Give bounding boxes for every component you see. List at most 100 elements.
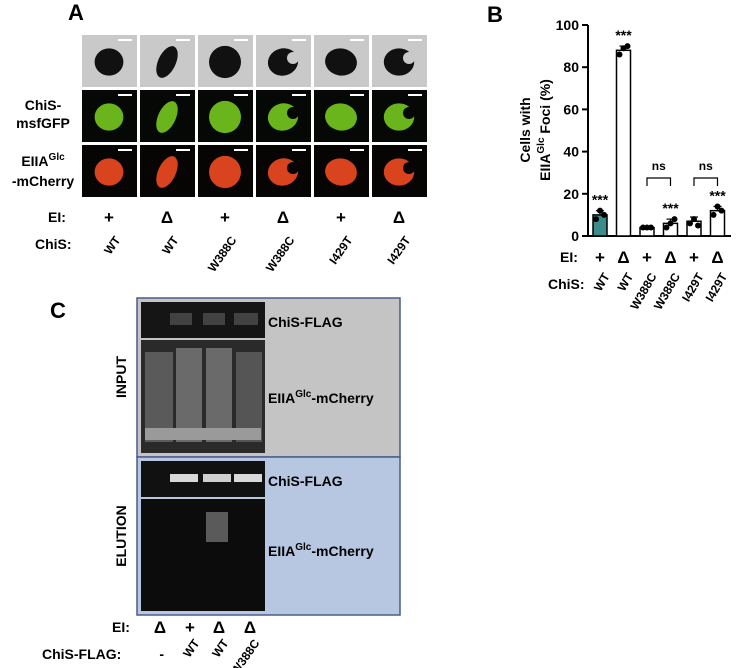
- data-point: [663, 224, 670, 231]
- data-point: [718, 207, 725, 214]
- blot-label: EIIAGlc-mCherry: [268, 389, 374, 406]
- y-tick-label: 60: [563, 101, 579, 117]
- strain-label: WT: [615, 270, 637, 294]
- strain-label: I429T: [679, 270, 707, 304]
- strain-label: -: [159, 646, 164, 662]
- data-point: [648, 224, 654, 231]
- y-axis-title-line: EIIAGlc Foci (%): [536, 79, 553, 181]
- cell-notch: [287, 52, 299, 64]
- strain-label: WT: [101, 233, 124, 257]
- blot-label: EIIAGlc-mCherry: [268, 542, 374, 559]
- strain-label: W388C: [228, 636, 263, 668]
- condition-label: +: [104, 208, 114, 227]
- blot-label: ChiS-FLAG: [268, 473, 343, 489]
- y-axis-title-line: Cells with: [517, 97, 533, 162]
- data-point: [667, 220, 674, 227]
- condition-label: Δ: [711, 248, 723, 267]
- strain-label: WT: [591, 270, 613, 294]
- section-label: ELUTION: [113, 505, 129, 566]
- significance: ***: [709, 187, 726, 203]
- y-tick-label: 20: [563, 186, 579, 202]
- condition-label: +: [185, 618, 195, 637]
- condition-label: Δ: [617, 248, 629, 267]
- panel-label: A: [68, 0, 84, 25]
- significance: ***: [662, 200, 679, 216]
- data-point: [616, 51, 623, 58]
- cell: [325, 48, 357, 76]
- cell: [325, 103, 357, 131]
- ns-label: ns: [652, 159, 666, 173]
- cell-notch: [287, 162, 299, 174]
- data-point: [597, 207, 603, 214]
- blot-bands: [145, 313, 262, 442]
- condition-label: +: [220, 208, 230, 227]
- cell: [94, 103, 124, 131]
- cell: [156, 46, 178, 78]
- blot: [141, 499, 265, 611]
- bar: [615, 49, 632, 237]
- condition-label: Δ: [154, 618, 166, 637]
- strain-label: I429T: [384, 233, 413, 267]
- panel-label: B: [487, 2, 503, 27]
- row-label: EI:: [112, 619, 130, 635]
- condition-label: +: [595, 248, 605, 267]
- bracket: [693, 177, 719, 186]
- data-point: [691, 216, 697, 223]
- cell-notch: [287, 107, 299, 119]
- condition-label: Δ: [161, 208, 173, 227]
- condition-label: +: [689, 248, 699, 267]
- strain-label: I429T: [326, 233, 355, 267]
- cell: [325, 158, 357, 186]
- y-tick-label: 40: [563, 144, 579, 160]
- significance: ***: [592, 192, 609, 208]
- condition-label: Δ: [277, 208, 289, 227]
- row-label: ChiS-FLAG:: [42, 646, 121, 662]
- row-label: ChiS:: [548, 276, 585, 292]
- strain-label: WT: [180, 636, 203, 660]
- blot-bands: [170, 474, 262, 542]
- ns-label: ns: [699, 159, 713, 173]
- row-label: EIIAGlc: [21, 152, 65, 169]
- row-label: ChiS-: [25, 97, 62, 113]
- condition-label: Δ: [393, 208, 405, 227]
- condition-label: Δ: [213, 618, 225, 637]
- row-label: msfGFP: [16, 115, 70, 131]
- data-point: [671, 216, 678, 223]
- micrographs: + WT Δ WT + W388C Δ W388C + I429T Δ I429T: [82, 35, 427, 274]
- cell: [209, 45, 241, 79]
- cell: [209, 155, 241, 189]
- y-tick-label: 80: [563, 59, 579, 75]
- row-label: ChiS:: [35, 236, 72, 252]
- data-point: [687, 220, 693, 227]
- section-label: INPUT: [113, 356, 129, 398]
- condition-label: Δ: [244, 618, 256, 637]
- data-point: [714, 203, 721, 210]
- strain-label: I429T: [703, 270, 731, 304]
- y-axis-title: Cells with EIIAGlc Foci (%): [517, 79, 553, 181]
- cell: [94, 48, 124, 76]
- strain-label: W388C: [205, 233, 240, 274]
- row-label: -mCherry: [12, 173, 74, 189]
- cell-notch: [403, 107, 415, 119]
- condition-label: +: [642, 248, 652, 267]
- strain-label: W388C: [263, 233, 298, 274]
- condition-label: +: [336, 208, 346, 227]
- cell-notch: [403, 162, 415, 174]
- strain-label: WT: [159, 233, 182, 257]
- condition-label: Δ: [664, 248, 676, 267]
- panel-label: C: [50, 298, 66, 323]
- data-point: [624, 43, 631, 50]
- data-point: [710, 211, 717, 218]
- cell: [209, 100, 241, 134]
- bracket: [646, 177, 672, 186]
- y-tick-label: 100: [556, 17, 580, 33]
- data-point: [695, 222, 701, 229]
- data-point: [601, 211, 607, 218]
- data-point: [593, 216, 599, 223]
- cell: [156, 101, 178, 133]
- row-label: EI:: [560, 249, 578, 265]
- row-label: EI:: [48, 209, 66, 225]
- cell-notch: [403, 52, 415, 64]
- cell: [156, 156, 178, 188]
